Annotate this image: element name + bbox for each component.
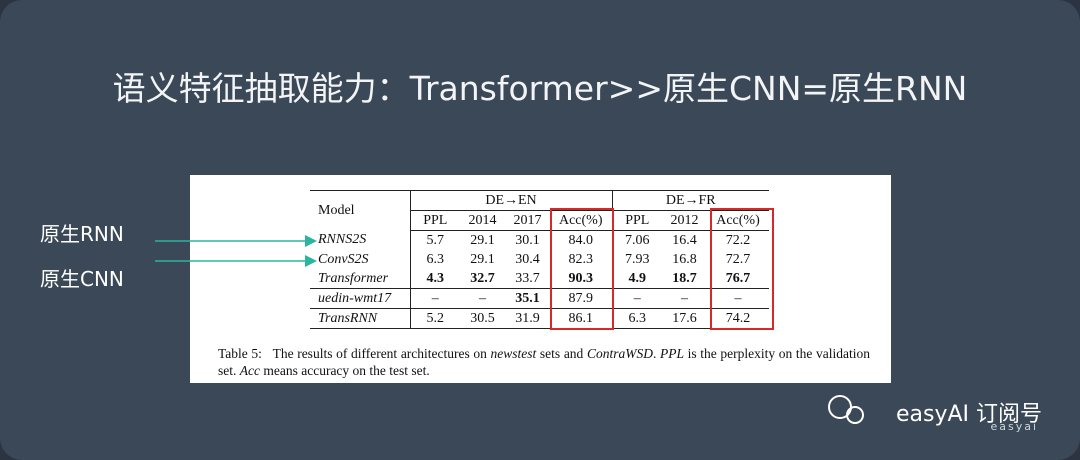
caption-text: PPL xyxy=(659,346,684,361)
table-cell: 90.3 xyxy=(550,269,612,289)
table-cell: 74.2 xyxy=(707,308,769,329)
header-row: Model DE→EN DE→FR xyxy=(310,190,769,231)
table-caption: Table 5: The results of different archit… xyxy=(218,345,870,379)
caption-text: ContraWSD xyxy=(586,346,653,361)
table-cell: 29.1 xyxy=(470,232,495,248)
column-header: 2014 xyxy=(460,210,505,231)
caption-text: . xyxy=(652,346,660,361)
table-cell: 16.4 xyxy=(672,232,697,248)
table-cell: 29.1 xyxy=(470,251,495,267)
column-header: PPL xyxy=(409,210,460,231)
table-cell: 30.5 xyxy=(460,308,505,329)
model-name: uedin-wmt17 xyxy=(310,288,410,309)
table-cell: 18.7 xyxy=(662,269,707,289)
table-row: ConvS2S 6.3 29.1 30.4 82.3 7.93 16.8 72.7 xyxy=(310,250,769,269)
table-cell: 5.2 xyxy=(409,308,460,329)
watermark-logo-text: easyai xyxy=(990,420,1038,433)
table-cell: 32.7 xyxy=(460,269,505,289)
model-name: Transformer xyxy=(310,269,410,289)
caption-text: newstest xyxy=(490,346,537,361)
column-header: 2017 xyxy=(505,210,550,231)
table-cell: 16.8 xyxy=(672,251,697,267)
highlight-box xyxy=(550,208,614,330)
table-cell: 6.3 xyxy=(611,308,662,329)
table-cell: 5.7 xyxy=(409,230,460,250)
caption-text: Table 5: The results of different archit… xyxy=(218,346,491,361)
slide-title: 语义特征抽取能力：Transformer>>原生CNN=原生RNN xyxy=(112,69,968,108)
table-cell: 72.7 xyxy=(725,251,751,267)
table-cell: 72.2 xyxy=(725,232,751,248)
table-cell: 7.93 xyxy=(611,250,662,269)
column-header: 2012 xyxy=(662,210,707,231)
caption-text: sets and xyxy=(536,346,587,361)
table-cell: 82.3 xyxy=(568,251,594,267)
group-header: DE→FR xyxy=(611,190,769,211)
side-label: 原生CNN xyxy=(40,267,124,291)
table-cell: 30.1 xyxy=(515,232,540,248)
table-cell: 87.9 xyxy=(550,288,612,309)
highlight-box xyxy=(710,208,774,330)
paper-excerpt: Model DE→EN DE→FR PPL 2014 2017 Acc(%) PPL 2012 A… xyxy=(190,175,891,383)
logo xyxy=(846,406,864,424)
column-header: Acc(%) xyxy=(707,210,769,231)
group-header: DE→EN xyxy=(409,190,612,211)
table-cell: 4.3 xyxy=(409,269,460,289)
caption-text: means accuracy on the test set. xyxy=(259,363,430,378)
results-table: Model DE→EN DE→FR PPL 2014 2017 Acc(%) PPL 2012 A… xyxy=(310,190,769,329)
table-row: RNNS2S 5.7 29.1 30.1 84.0 7.06 16.4 72.2 xyxy=(310,230,769,250)
table-cell: 33.7 xyxy=(505,269,550,289)
model-name: ConvS2S xyxy=(318,251,369,267)
caption-text: Acc xyxy=(239,363,260,378)
table-cell: 35.1 xyxy=(505,288,550,309)
table-cell: – xyxy=(662,288,707,309)
header-row: PPL 2014 2017 Acc(%) PPL 2012 Acc(%) xyxy=(310,210,769,231)
table-cell: 4.9 xyxy=(611,269,662,289)
table-row: TransRNN 5.2 30.5 31.9 86.1 6.3 17.6 74.2 xyxy=(310,308,769,329)
model-name: RNNS2S xyxy=(318,232,367,248)
watermark: easyAI 订阅号 xyxy=(895,402,1042,427)
table-cell: 6.3 xyxy=(409,250,460,269)
table-row: uedin-wmt17– –35.1 87.9– – – xyxy=(310,288,769,309)
table-cell: 17.6 xyxy=(662,308,707,329)
model-name: TransRNN xyxy=(310,308,410,329)
table-cell: 31.9 xyxy=(505,308,550,329)
table-cell: – xyxy=(460,288,505,309)
table-cell: – xyxy=(409,288,460,309)
table-row: Transformer 4.3 32.7 33.7 90.3 4.9 18.7 76.7 xyxy=(310,269,769,289)
side-label: 原生RNN xyxy=(40,222,124,246)
table-cell: – xyxy=(707,288,769,309)
column-header: Acc(%) xyxy=(550,210,612,231)
table-cell: 84.0 xyxy=(568,232,594,248)
table-cell: 76.7 xyxy=(707,269,769,289)
caption-text: is the perplexity on the validation set. xyxy=(218,346,874,378)
table-cell: 7.06 xyxy=(611,230,662,250)
corner-header: Model xyxy=(310,190,410,231)
table-cell: 30.4 xyxy=(515,251,540,267)
